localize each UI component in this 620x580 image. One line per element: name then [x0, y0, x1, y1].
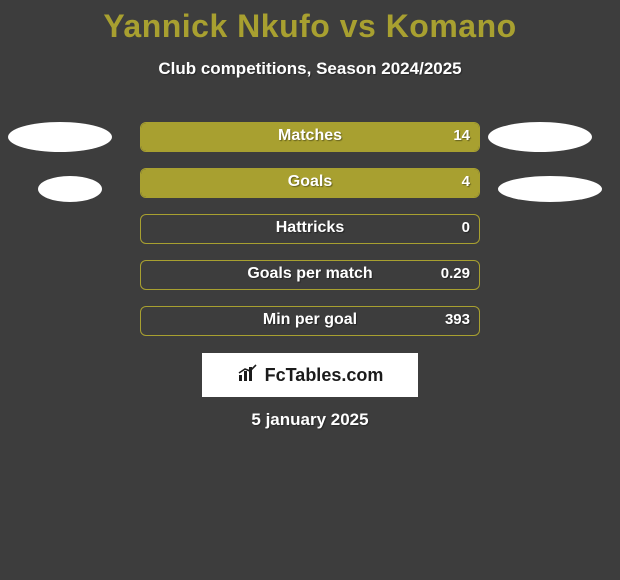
- stat-row: Goals4: [0, 168, 620, 214]
- bar-outline: [140, 306, 480, 336]
- stat-row: Goals per match0.29: [0, 260, 620, 306]
- subtitle: Club competitions, Season 2024/2025: [0, 59, 620, 79]
- bar-outline: [140, 122, 480, 152]
- stat-rows: Matches14Goals4Hattricks0Goals per match…: [0, 122, 620, 352]
- bar-fill: [141, 123, 479, 151]
- bar-outline: [140, 260, 480, 290]
- bar-fill: [141, 169, 479, 197]
- stat-row: Hattricks0: [0, 214, 620, 260]
- bar-outline: [140, 214, 480, 244]
- date-stamp: 5 january 2025: [0, 410, 620, 430]
- logo-text: FcTables.com: [265, 365, 384, 386]
- stat-row: Min per goal393: [0, 306, 620, 352]
- stat-row: Matches14: [0, 122, 620, 168]
- chart-icon: [237, 363, 259, 388]
- bar-outline: [140, 168, 480, 198]
- comparison-infographic: Yannick Nkufo vs Komano Club competition…: [0, 0, 620, 580]
- page-title: Yannick Nkufo vs Komano: [0, 0, 620, 45]
- source-logo: FcTables.com: [202, 353, 418, 397]
